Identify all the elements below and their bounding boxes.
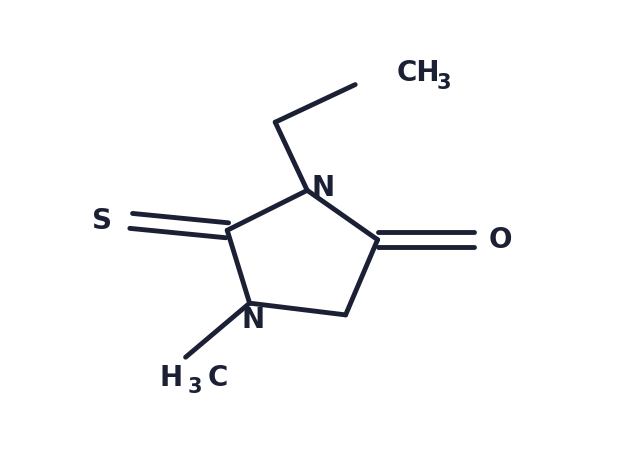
Text: O: O: [489, 226, 512, 254]
Text: N: N: [312, 174, 335, 202]
Text: 3: 3: [436, 73, 451, 93]
Text: CH: CH: [397, 59, 440, 87]
Text: S: S: [92, 207, 113, 235]
Text: H: H: [159, 364, 182, 392]
Text: C: C: [208, 364, 228, 392]
Text: 3: 3: [188, 377, 202, 397]
Text: N: N: [241, 306, 264, 334]
